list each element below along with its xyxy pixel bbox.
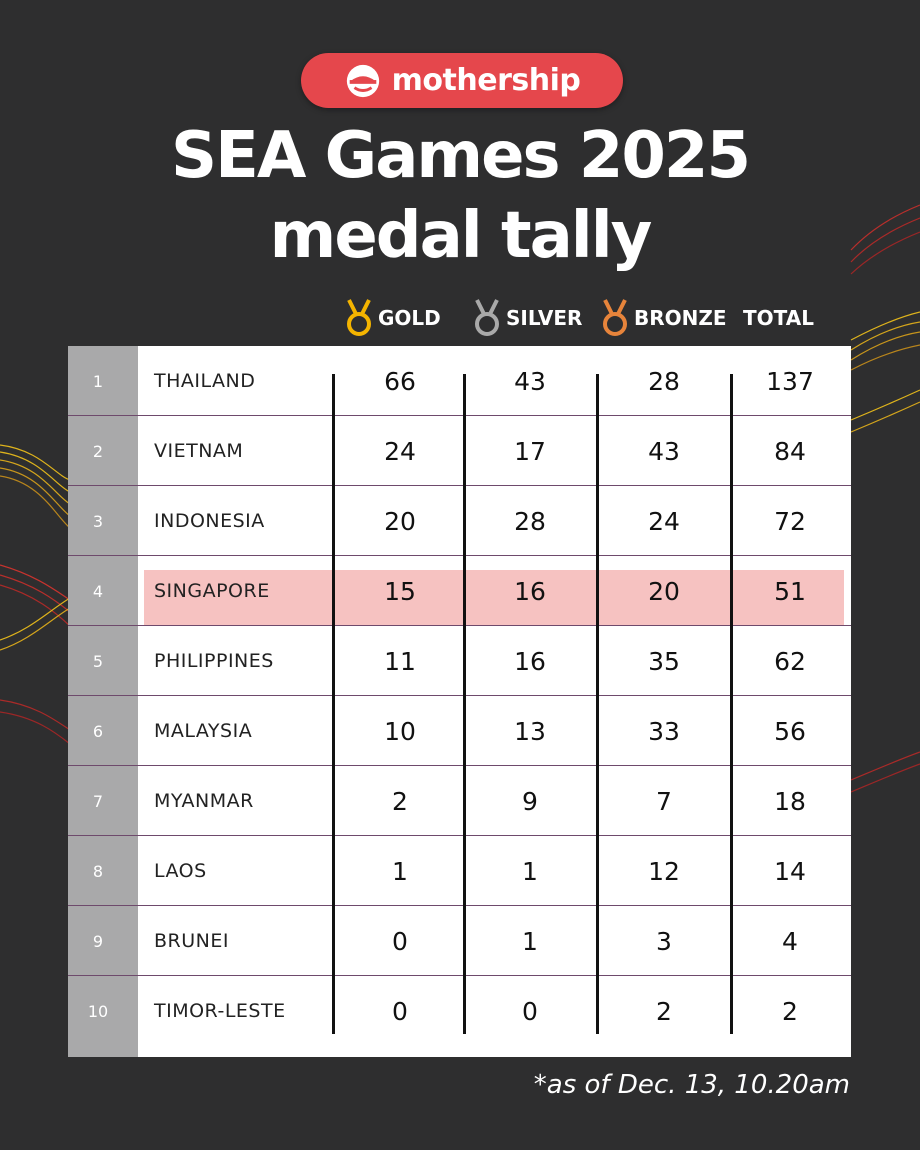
gold-count: 20	[384, 506, 416, 536]
rank-number: 6	[92, 721, 104, 741]
total-count: 56	[774, 716, 806, 746]
bronze-count: 7	[656, 786, 672, 816]
column-divider	[332, 374, 335, 1034]
gold-count: 0	[392, 996, 408, 1026]
timestamp-footnote: *as of Dec. 13, 10.20am	[533, 1070, 850, 1100]
column-divider	[463, 374, 466, 1034]
country-name: VIETNAM	[154, 440, 244, 462]
silver-column-header: SILVER	[472, 298, 582, 338]
silver-label: SILVER	[506, 306, 583, 330]
gold-medal-icon	[347, 299, 371, 336]
table-row: 9 BRUNEI 0 1 3 4	[68, 906, 851, 976]
table-row: 8 LAOS 1 1 12 14	[68, 836, 851, 906]
silver-count: 16	[514, 646, 546, 676]
rank-number: 10	[87, 1001, 109, 1021]
total-count: 18	[774, 786, 806, 816]
country-name: MYANMAR	[154, 790, 254, 812]
bronze-count: 12	[648, 856, 680, 886]
total-count: 14	[774, 856, 806, 886]
silver-count: 17	[514, 436, 546, 466]
silver-count: 1	[522, 926, 538, 956]
gold-column-header: GOLD	[344, 298, 441, 338]
total-count: 137	[766, 366, 814, 396]
silver-count: 28	[514, 506, 546, 536]
silver-count: 0	[522, 996, 538, 1026]
total-count: 84	[774, 436, 806, 466]
country-name: INDONESIA	[154, 510, 265, 532]
bronze-count: 20	[648, 576, 680, 606]
rank-number: 2	[92, 441, 104, 461]
bronze-count: 28	[648, 366, 680, 396]
gold-count: 15	[384, 576, 416, 606]
total-count: 4	[782, 926, 798, 956]
column-divider	[596, 374, 599, 1034]
gold-count: 2	[392, 786, 408, 816]
silver-count: 16	[514, 576, 546, 606]
table-row: 5 PHILIPPINES 11 16 35 62	[68, 626, 851, 696]
mothership-logo-icon	[346, 64, 379, 97]
column-divider	[730, 374, 733, 1034]
bronze-count: 24	[648, 506, 680, 536]
rank-number: 5	[92, 651, 104, 671]
silver-count: 9	[522, 786, 538, 816]
country-name: PHILIPPINES	[154, 650, 274, 672]
country-name: TIMOR-LESTE	[154, 1000, 286, 1022]
country-name: LAOS	[154, 860, 207, 882]
rank-number: 4	[92, 581, 104, 601]
table-row: 1 THAILAND 66 43 28 137	[68, 346, 851, 416]
bronze-count: 33	[648, 716, 680, 746]
gold-count: 0	[392, 926, 408, 956]
rank-number: 9	[92, 931, 104, 951]
table-row: 2 VIETNAM 24 17 43 84	[68, 416, 851, 486]
total-count: 72	[774, 506, 806, 536]
rank-number: 8	[92, 861, 104, 881]
bronze-count: 2	[656, 996, 672, 1026]
rank-number: 1	[92, 371, 104, 391]
mothership-logo: mothership	[301, 53, 623, 108]
bronze-count: 43	[648, 436, 680, 466]
total-count: 51	[774, 576, 806, 606]
table-row-singapore: 4 SINGAPORE 15 16 20 51	[68, 556, 851, 626]
bronze-label: BRONZE	[634, 306, 727, 330]
silver-count: 13	[514, 716, 546, 746]
bronze-medal-icon	[603, 299, 627, 336]
total-label: TOTAL	[743, 306, 814, 330]
brand-name: mothership	[391, 63, 581, 98]
silver-count: 1	[522, 856, 538, 886]
rank-number: 3	[92, 511, 104, 531]
rank-column	[68, 346, 138, 1057]
silver-medal-icon	[475, 299, 499, 336]
table-row: 10 TIMOR-LESTE 0 0 2 2	[68, 976, 851, 1057]
table-row: 3 INDONESIA 20 28 24 72	[68, 486, 851, 556]
gold-label: GOLD	[378, 306, 441, 330]
bronze-count: 35	[648, 646, 680, 676]
gold-count: 11	[384, 646, 416, 676]
country-name: BRUNEI	[154, 930, 229, 952]
gold-count: 24	[384, 436, 416, 466]
total-count: 2	[782, 996, 798, 1026]
table-row: 7 MYANMAR 2 9 7 18	[68, 766, 851, 836]
table-row: 6 MALAYSIA 10 13 33 56	[68, 696, 851, 766]
country-name: THAILAND	[154, 370, 256, 392]
total-column-header: TOTAL	[743, 298, 814, 338]
medal-table: 1 THAILAND 66 43 28 137 2 VIETNAM 24 17 …	[68, 346, 851, 1057]
singapore-highlight	[144, 570, 844, 626]
rank-number: 7	[92, 791, 104, 811]
bronze-count: 3	[656, 926, 672, 956]
gold-count: 1	[392, 856, 408, 886]
page-title-line-1: SEA Games 2025	[171, 119, 751, 193]
country-name: SINGAPORE	[154, 580, 270, 602]
silver-count: 43	[514, 366, 546, 396]
gold-count: 10	[384, 716, 416, 746]
country-name: MALAYSIA	[154, 720, 253, 742]
bronze-column-header: BRONZE	[600, 298, 727, 338]
page-title-line-2: medal tally	[269, 199, 653, 273]
total-count: 62	[774, 646, 806, 676]
gold-count: 66	[384, 366, 416, 396]
